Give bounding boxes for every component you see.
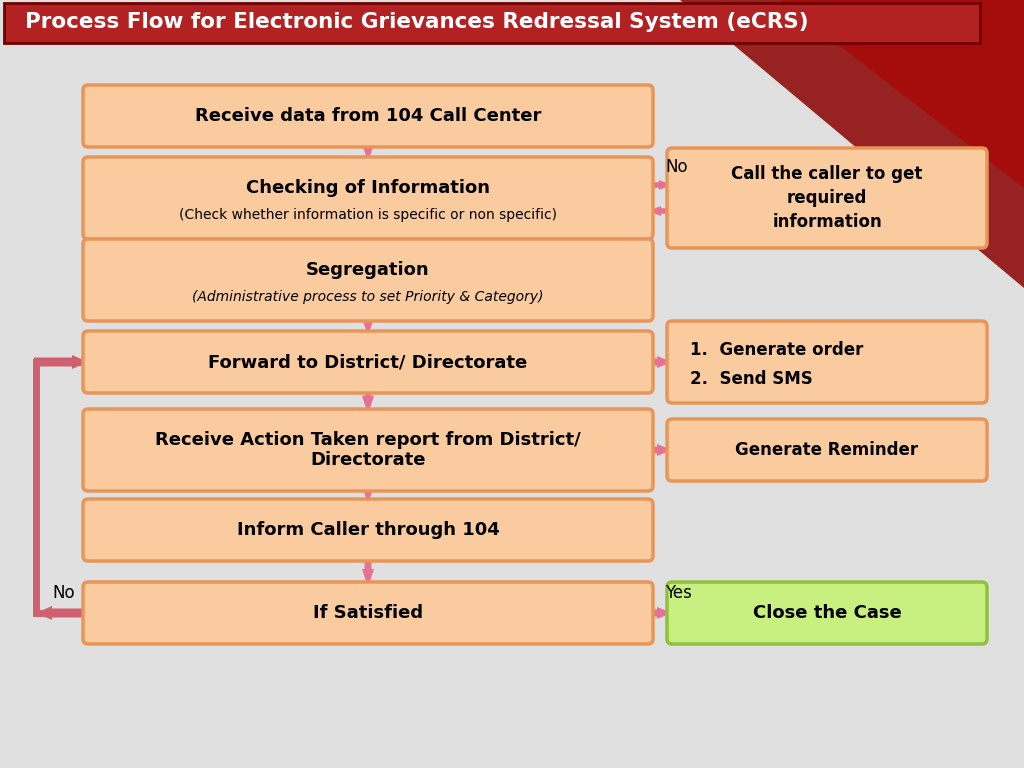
Polygon shape	[36, 606, 88, 620]
Polygon shape	[780, 0, 1024, 188]
Polygon shape	[362, 388, 374, 414]
Text: Process Flow for Electronic Grievances Redressal System (eCRS): Process Flow for Electronic Grievances R…	[25, 12, 809, 32]
FancyBboxPatch shape	[667, 321, 987, 403]
Text: 1.  Generate order: 1. Generate order	[690, 341, 863, 359]
Text: (Administrative process to set Priority & Category): (Administrative process to set Priority …	[193, 290, 544, 304]
Text: Forward to District/ Directorate: Forward to District/ Directorate	[208, 353, 527, 371]
Text: Inform Caller through 104: Inform Caller through 104	[237, 521, 500, 539]
Polygon shape	[362, 226, 374, 244]
Text: Checking of Information: Checking of Information	[246, 179, 490, 197]
FancyBboxPatch shape	[83, 331, 653, 393]
Polygon shape	[680, 0, 1024, 288]
Text: Close the Case: Close the Case	[753, 604, 901, 622]
Text: Generate Reminder: Generate Reminder	[735, 441, 919, 459]
FancyBboxPatch shape	[667, 582, 987, 644]
Polygon shape	[362, 486, 374, 504]
Polygon shape	[362, 142, 374, 162]
FancyBboxPatch shape	[83, 409, 653, 491]
Text: Receive Action Taken report from District/
Directorate: Receive Action Taken report from Distric…	[155, 431, 581, 469]
FancyBboxPatch shape	[83, 85, 653, 147]
FancyBboxPatch shape	[83, 239, 653, 321]
Text: Yes: Yes	[665, 584, 692, 602]
FancyBboxPatch shape	[83, 582, 653, 644]
Text: Segregation: Segregation	[306, 261, 430, 279]
Polygon shape	[648, 206, 672, 216]
Polygon shape	[34, 355, 88, 369]
FancyBboxPatch shape	[4, 3, 980, 43]
Text: 2.  Send SMS: 2. Send SMS	[690, 370, 813, 388]
Text: If Satisfied: If Satisfied	[313, 604, 423, 622]
Text: Call the caller to get
required
information: Call the caller to get required informat…	[731, 165, 923, 230]
Polygon shape	[648, 356, 672, 368]
Text: (Check whether information is specific or non specific): (Check whether information is specific o…	[179, 208, 557, 222]
Polygon shape	[362, 316, 374, 336]
Polygon shape	[648, 180, 672, 190]
FancyBboxPatch shape	[667, 148, 987, 248]
Text: No: No	[52, 584, 75, 602]
FancyBboxPatch shape	[83, 499, 653, 561]
FancyBboxPatch shape	[667, 419, 987, 481]
Polygon shape	[648, 607, 672, 619]
Polygon shape	[648, 444, 672, 456]
Polygon shape	[362, 556, 374, 587]
Text: Receive data from 104 Call Center: Receive data from 104 Call Center	[195, 107, 542, 125]
Text: No: No	[665, 158, 688, 176]
FancyBboxPatch shape	[83, 157, 653, 239]
